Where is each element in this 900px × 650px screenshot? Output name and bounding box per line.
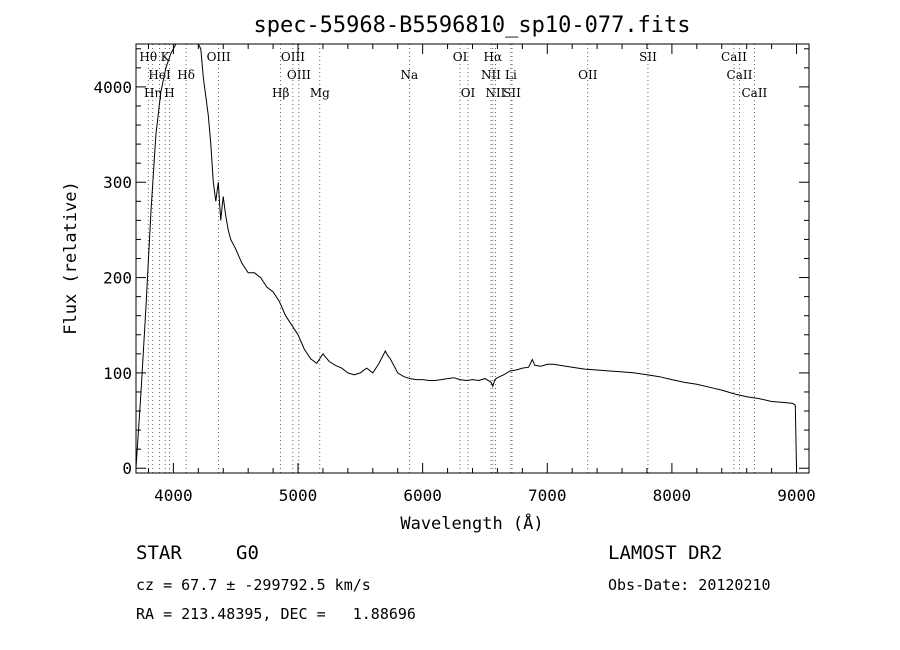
- line-marker-label: H: [164, 86, 174, 100]
- line-marker-label: CaII: [727, 68, 753, 82]
- line-marker-label: OIII: [207, 50, 231, 64]
- x-tick-label: 5000: [279, 486, 318, 505]
- line-marker-label: Hθ: [139, 50, 157, 64]
- line-marker-label: Hα: [484, 50, 503, 64]
- object-subclass: G0: [236, 542, 259, 564]
- line-marker-label: SII: [639, 50, 657, 64]
- plot-frame: [135, 43, 810, 474]
- survey-name: LAMOST DR2: [608, 542, 723, 564]
- y-tick-label: 0: [122, 459, 132, 478]
- line-marker-label: OIII: [287, 68, 311, 82]
- line-marker-label: OIII: [281, 50, 305, 64]
- line-marker-label: NII: [485, 86, 505, 100]
- line-marker-label: OII: [578, 68, 598, 82]
- spectrum-chart: spec-55968-B5596810_sp10-077.fits Hθ K HeI…: [61, 13, 816, 534]
- line-marker-label: NII: [481, 68, 501, 82]
- y-tick-label: 4000: [93, 78, 132, 97]
- line-marker-label: K: [161, 50, 171, 64]
- obs-date: Obs-Date: 20120210: [608, 576, 771, 594]
- y-tick-label: 300: [103, 173, 132, 192]
- line-marker-label: Hδ: [177, 68, 195, 82]
- redshift-line: cz = 67.7 ± -299792.5 km/s: [136, 576, 371, 594]
- object-class: STAR: [136, 542, 182, 564]
- line-marker-label: CaII: [741, 86, 767, 100]
- x-tick-label: 6000: [403, 486, 442, 505]
- y-axis: 0 100 200 300 4000: [93, 48, 809, 478]
- x-axis: 4000 5000 6000 7000 8000 9000: [147, 44, 816, 505]
- x-tick-label: 8000: [653, 486, 692, 505]
- line-marker-label: Hβ: [272, 86, 289, 100]
- line-marker-label: Mg: [310, 86, 330, 100]
- chart-title: spec-55968-B5596810_sp10-077.fits: [253, 13, 690, 38]
- line-marker-label: HeI: [148, 68, 171, 82]
- line-markers: Hθ K HeI Hδ OIII Hη H OIII OIII Hβ Mg Na OI OI Hα NII NI…: [139, 44, 768, 473]
- line-marker-label: CaII: [721, 50, 747, 64]
- x-tick-label: 7000: [528, 486, 567, 505]
- ra-dec-line: RA = 213.48395, DEC = 1.88696: [136, 605, 416, 623]
- line-marker-label: SII: [503, 86, 521, 100]
- line-marker-label: Na: [400, 68, 418, 82]
- line-marker-label: OI: [461, 86, 476, 100]
- line-marker-label: Hη: [144, 86, 162, 100]
- spectrum-line: [135, 43, 797, 469]
- x-axis-label: Wavelength (Å): [400, 512, 543, 534]
- line-marker-label: Li: [505, 68, 517, 82]
- x-tick-label: 9000: [777, 486, 816, 505]
- line-marker-label: OI: [453, 50, 468, 64]
- x-tick-label: 4000: [154, 486, 193, 505]
- y-tick-label: 200: [103, 269, 132, 288]
- y-tick-label: 100: [103, 364, 132, 383]
- y-axis-label: Flux (relative): [61, 181, 81, 335]
